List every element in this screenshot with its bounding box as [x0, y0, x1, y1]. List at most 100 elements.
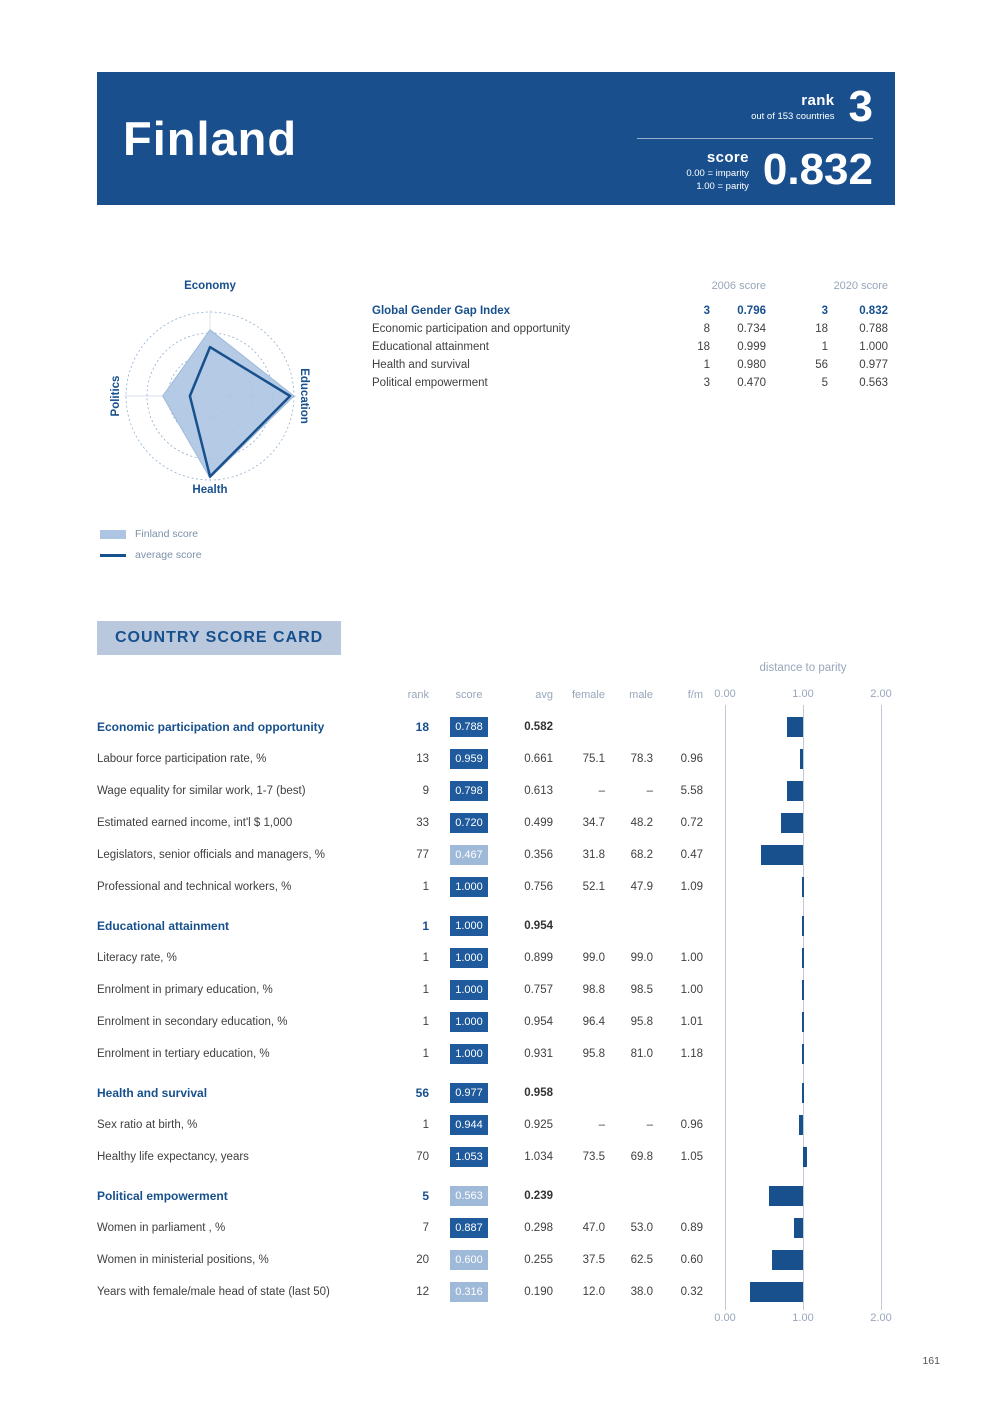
- indicator-label: Estimated earned income, int'l $ 1,000: [97, 817, 293, 829]
- score-2020-value: 0.977: [859, 359, 888, 371]
- distance-bar-cell: [725, 871, 881, 903]
- score-cell: 1.000: [437, 948, 501, 968]
- axis-tick: 0.00: [714, 1312, 736, 1324]
- axis-tick: 2.00: [870, 1312, 892, 1324]
- rank-value: 13: [416, 753, 429, 765]
- male-value: 98.5: [630, 984, 653, 996]
- rank-value: 5: [422, 1189, 429, 1203]
- distance-bar-cell: [725, 1276, 881, 1308]
- scorecard-category-row: Health and survival 56 0.977 0.958: [97, 1077, 887, 1109]
- indicator-label: Professional and technical workers, %: [97, 881, 292, 893]
- score-badge: 0.720: [450, 813, 488, 833]
- distance-bar: [781, 813, 803, 833]
- scorecard-indicator-row: Years with female/male head of state (la…: [97, 1276, 887, 1308]
- fm-value: 1.00: [680, 952, 703, 964]
- fm-value: 1.05: [680, 1151, 703, 1163]
- distance-bar: [802, 980, 804, 1000]
- axis-tick: 1.00: [792, 688, 814, 700]
- score-cell: 0.977: [437, 1083, 501, 1103]
- distance-bar: [803, 1147, 808, 1167]
- distance-bar: [761, 845, 803, 865]
- score-label: score: [706, 148, 749, 166]
- distance-bar-cell: [725, 1212, 881, 1244]
- fm-value: 0.32: [680, 1286, 703, 1298]
- rank-2020-value: 1: [821, 341, 828, 353]
- finland-score-area: [162, 329, 295, 479]
- distance-bar-cell: [725, 1038, 881, 1070]
- distance-bar: [787, 781, 803, 801]
- scorecard-title: COUNTRY SCORE CARD: [97, 621, 342, 655]
- score-cell: 0.316: [437, 1282, 501, 1302]
- score-badge: 0.944: [450, 1115, 488, 1135]
- finland-score-swatch: [100, 529, 126, 539]
- avg-value: 0.925: [524, 1119, 553, 1131]
- male-value: 48.2: [630, 817, 653, 829]
- female-value: 47.0: [582, 1222, 605, 1234]
- score-cell: 1.000: [437, 916, 501, 936]
- scorecard-indicator-row: Enrolment in tertiary education, % 1 1.000…: [97, 1038, 887, 1070]
- distance-bar-cell: [725, 743, 881, 775]
- col-male-header: male: [629, 689, 653, 701]
- axis-tick: 0.00: [714, 688, 736, 700]
- fm-value: 0.96: [680, 1119, 703, 1131]
- fm-value: 1.18: [680, 1048, 703, 1060]
- score-badge: 0.798: [450, 781, 488, 801]
- distance-bar: [768, 1186, 803, 1206]
- indicator-label: Healthy life expectancy, years: [97, 1151, 249, 1163]
- avg-value: 0.190: [524, 1286, 553, 1298]
- distance-bar: [802, 1044, 804, 1064]
- scorecard-category-row: Economic participation and opportunity 18…: [97, 711, 887, 743]
- distance-bar-cell: [725, 807, 881, 839]
- female-value: 34.7: [582, 817, 605, 829]
- col-avg-header: avg: [535, 689, 553, 701]
- distance-bar-cell: [725, 1006, 881, 1038]
- indicator-label: Years with female/male head of state (la…: [97, 1286, 330, 1298]
- score-2006-value: 0.980: [737, 359, 766, 371]
- score-2006-value: 0.796: [737, 305, 766, 317]
- avg-value: 0.757: [524, 984, 553, 996]
- score-badge: 1.000: [450, 980, 488, 1000]
- male-value: 69.8: [630, 1151, 653, 1163]
- score-badge: 1.000: [450, 1012, 488, 1032]
- axis-ticks-bottom: 0.00 1.00 2.00: [97, 1310, 891, 1328]
- distance-bar-cell: [725, 942, 881, 974]
- female-value: 12.0: [582, 1286, 605, 1298]
- distance-bar: [749, 1282, 803, 1302]
- rank-value: 7: [422, 1222, 429, 1234]
- female-value: –: [598, 1119, 605, 1131]
- index-table-rows: Global Gender Gap Index 3 0.796 3 0.832 Econo…: [372, 302, 888, 392]
- indicator-label: Enrolment in tertiary education, %: [97, 1048, 270, 1060]
- score-cell: 0.798: [437, 781, 501, 801]
- score-badge: 0.977: [450, 1083, 488, 1103]
- male-value: 99.0: [630, 952, 653, 964]
- avg-value: 0.954: [524, 920, 553, 932]
- distance-bar-cell: [725, 1141, 881, 1173]
- male-value: 47.9: [630, 881, 653, 893]
- female-value: 52.1: [582, 881, 605, 893]
- index-row-label: Health and survival: [372, 359, 470, 371]
- legend-item-finland: Finland score: [100, 528, 202, 540]
- country-name: Finland: [123, 112, 298, 165]
- index-row-label: Global Gender Gap Index: [372, 305, 511, 317]
- rank-2006-value: 1: [703, 359, 710, 371]
- avg-value: 0.356: [524, 849, 553, 861]
- distance-bar-cell: [725, 775, 881, 807]
- rank-2006-value: 3: [703, 305, 710, 317]
- header-metrics: rank out of 153 countries 3 score 0.00 =…: [637, 72, 895, 205]
- fm-value: 0.72: [680, 817, 703, 829]
- female-value: 96.4: [582, 1016, 605, 1028]
- scorecard-table: rank score avg female male f/m 0.00 1.00…: [97, 686, 892, 1328]
- distance-bar: [802, 916, 804, 936]
- indicator-label: Educational attainment: [97, 919, 230, 933]
- avg-value: 0.239: [524, 1190, 553, 1202]
- rank-2020-value: 5: [821, 377, 828, 389]
- col-fm-header: f/m: [687, 689, 703, 701]
- male-value: –: [646, 785, 653, 797]
- scorecard-indicator-row: Enrolment in secondary education, % 1 1.00…: [97, 1006, 887, 1038]
- chart-grid-line: [725, 705, 726, 1310]
- score-2020-value: 0.832: [859, 305, 888, 317]
- score-badge: 0.467: [450, 845, 488, 865]
- rank-2020-value: 3: [821, 305, 828, 317]
- distance-bar-cell: [725, 1244, 881, 1276]
